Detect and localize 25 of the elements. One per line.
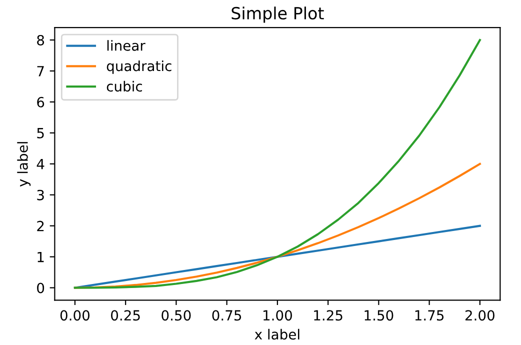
y-axis-title: y label [17, 142, 31, 187]
legend-label: cubic [106, 80, 142, 92]
y-tick-label: 2 [37, 220, 44, 232]
y-tick-label: 0 [37, 282, 44, 294]
legend-label: linear [107, 40, 146, 51]
x-tick-label: 0.25 [111, 310, 140, 321]
y-tick-label: 5 [37, 128, 44, 138]
x-tick-label: 0.75 [212, 310, 242, 321]
y-tick-label: 4 [36, 159, 44, 170]
x-tick-label: 0.00 [60, 310, 90, 321]
x-tick-label: 1.50 [364, 310, 394, 321]
y-tick-label: 8 [37, 34, 44, 46]
x-tick-label: 0.50 [162, 310, 191, 321]
y-tick-label: 7 [37, 66, 44, 76]
y-tick-label: 3 [37, 190, 44, 200]
x-axis-title: x label [254, 328, 300, 340]
chart-title: Simple Plot [232, 6, 324, 23]
y-tick-label: 1 [38, 252, 44, 262]
legend-label: quadratic [106, 60, 172, 74]
x-tick-label: 1.00 [263, 310, 292, 321]
y-tick-label: 6 [37, 96, 44, 108]
x-tick-label: 1.25 [314, 310, 342, 321]
x-tick-label: 1.75 [415, 310, 444, 321]
line-series [74, 38, 481, 289]
x-tick-label: 2.00 [465, 310, 494, 321]
